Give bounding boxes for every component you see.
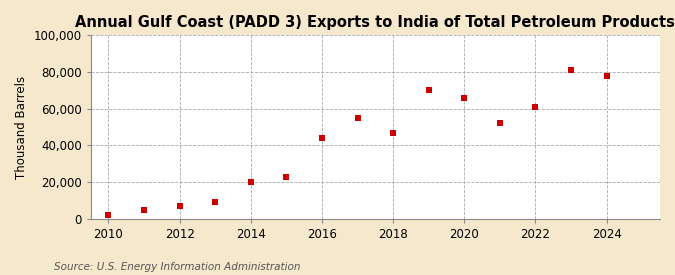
Point bbox=[281, 174, 292, 179]
Point bbox=[601, 73, 612, 78]
Point bbox=[352, 116, 363, 120]
Point bbox=[423, 88, 434, 93]
Y-axis label: Thousand Barrels: Thousand Barrels bbox=[15, 75, 28, 178]
Point bbox=[387, 130, 398, 135]
Point bbox=[210, 200, 221, 204]
Point bbox=[103, 213, 114, 217]
Point bbox=[459, 95, 470, 100]
Point bbox=[495, 121, 506, 126]
Point bbox=[566, 68, 576, 72]
Point bbox=[246, 180, 256, 184]
Point bbox=[317, 136, 327, 140]
Point bbox=[174, 204, 185, 208]
Point bbox=[530, 105, 541, 109]
Title: Annual Gulf Coast (PADD 3) Exports to India of Total Petroleum Products: Annual Gulf Coast (PADD 3) Exports to In… bbox=[76, 15, 675, 30]
Text: Source: U.S. Energy Information Administration: Source: U.S. Energy Information Administ… bbox=[54, 262, 300, 272]
Point bbox=[138, 208, 149, 213]
